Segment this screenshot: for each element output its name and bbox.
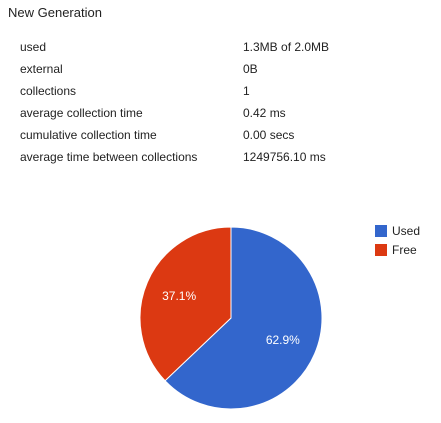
memory-pie-chart: 62.9% 37.1% Used Free [139, 224, 420, 410]
slice-label-free: 37.1% [162, 289, 196, 303]
stat-label: collections [20, 84, 77, 98]
stat-row-average-collection-time: average collection time 0.42 ms [20, 102, 400, 124]
stat-label: average collection time [20, 106, 143, 120]
stat-row-average-time-between-collections: average time between collections 1249756… [20, 146, 400, 168]
stat-value: 1249756.10 ms [243, 150, 326, 164]
stat-row-collections: collections 1 [20, 80, 400, 102]
legend-swatch-used [375, 225, 387, 237]
stat-value: 1 [243, 84, 250, 98]
legend-swatch-free [375, 244, 387, 256]
stat-value: 0.42 ms [243, 106, 286, 120]
stat-value: 1.3MB of 2.0MB [243, 40, 330, 54]
stat-value: 0B [243, 62, 258, 76]
stats-table: used 1.3MB of 2.0MB external 0B collecti… [20, 36, 400, 168]
stat-label: cumulative collection time [20, 128, 157, 142]
stat-label: external [20, 62, 63, 76]
section-title: New Generation [8, 5, 102, 20]
stat-row-cumulative-collection-time: cumulative collection time 0.00 secs [20, 124, 400, 146]
pie-slice-used[interactable] [164, 226, 323, 410]
stat-value: 0.00 secs [243, 128, 295, 142]
slice-label-used: 62.9% [266, 333, 300, 347]
stat-row-external: external 0B [20, 58, 400, 80]
stat-row-used: used 1.3MB of 2.0MB [20, 36, 400, 58]
legend-label-used[interactable]: Used [392, 224, 420, 238]
legend-label-free[interactable]: Free [392, 243, 417, 257]
stat-label: average time between collections [20, 150, 198, 164]
stat-label: used [20, 40, 47, 54]
pie-slice-free[interactable] [139, 226, 232, 382]
